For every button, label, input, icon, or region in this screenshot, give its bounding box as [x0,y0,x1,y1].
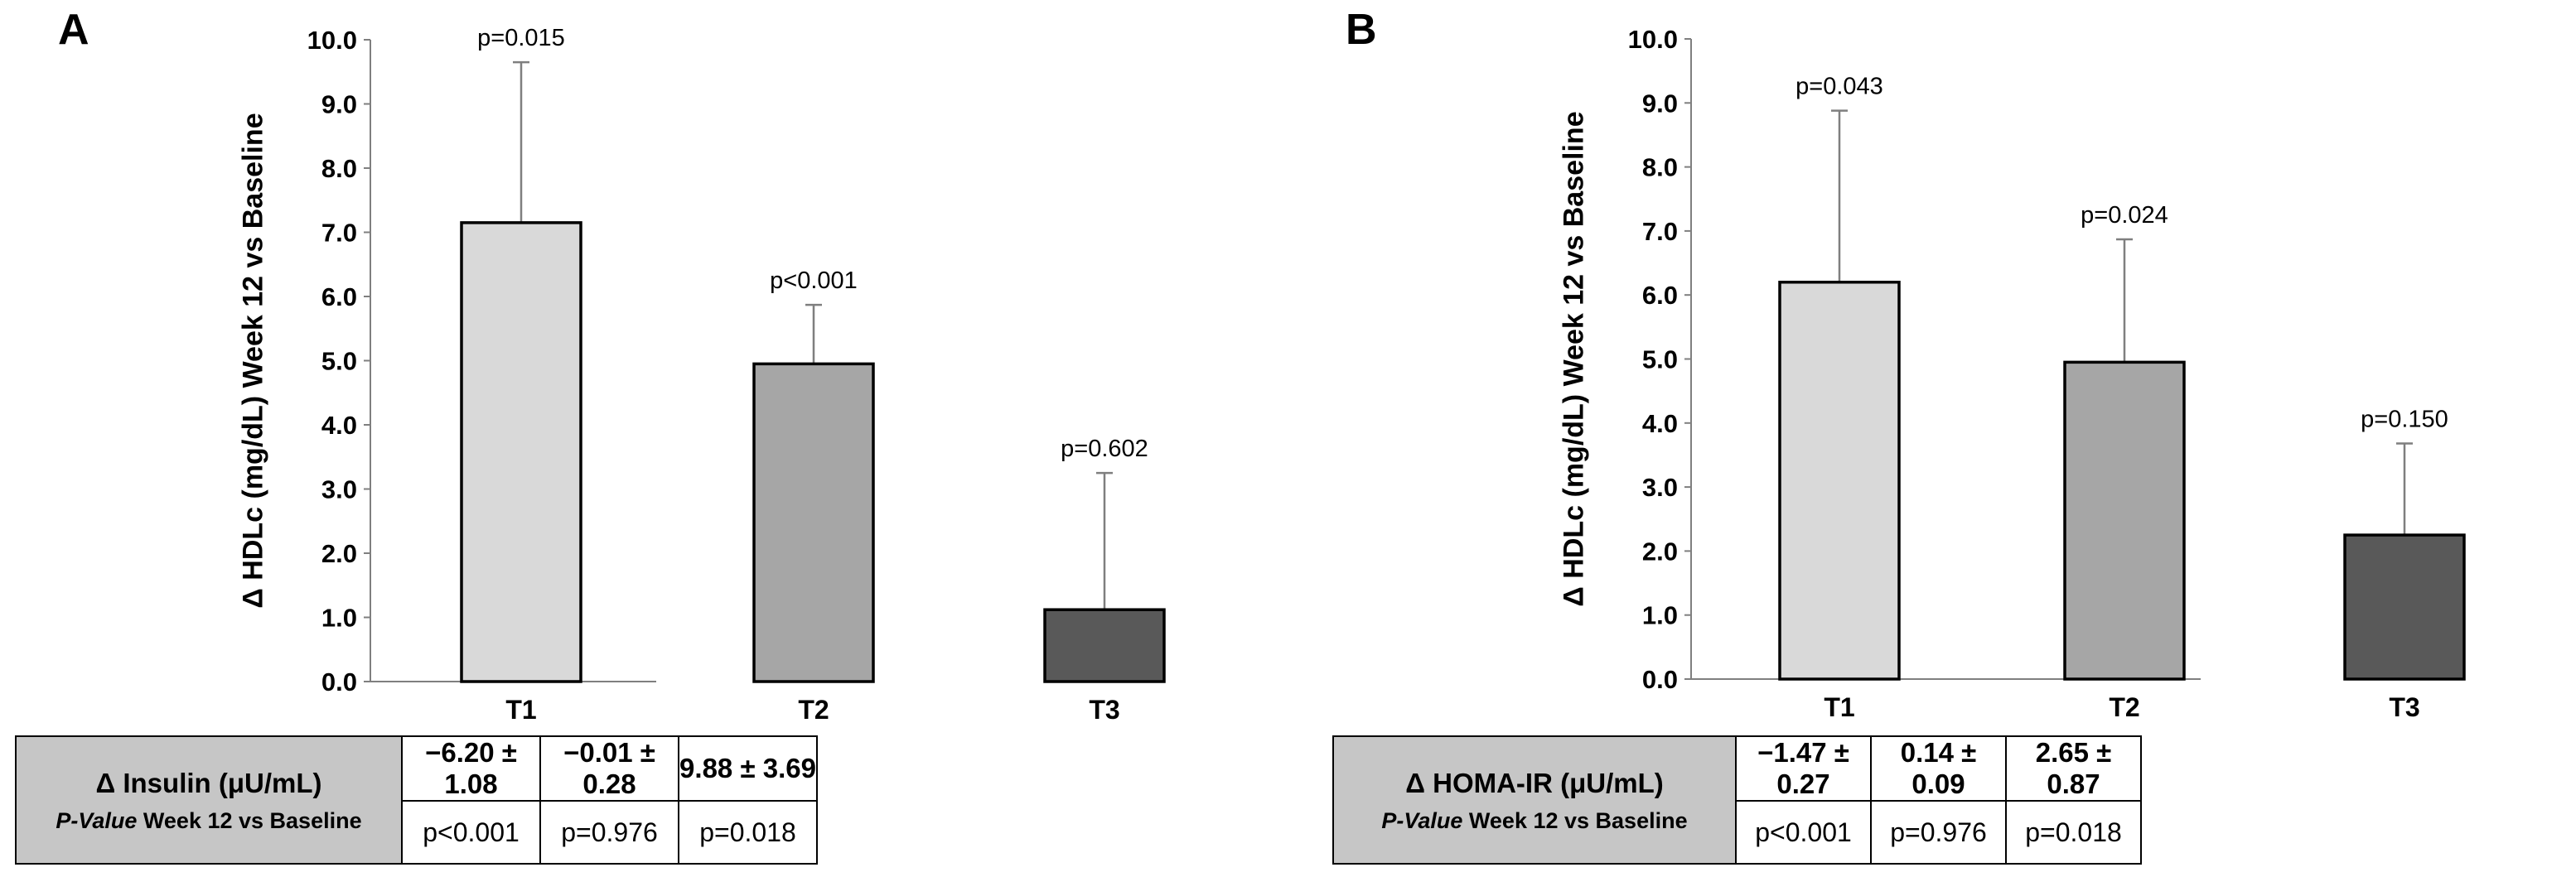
stats-table-b: Δ HOMA-IR (μU/mL) P-Value Week 12 vs Bas… [1332,735,2142,865]
table-value-t1: −1.47 ± 0.27 [1735,735,1872,802]
y-tick-label: 9.0 [1642,89,1678,118]
bar-t2 [2063,360,2186,681]
bar-t1 [460,221,582,683]
table-pvalue-t3: p=0.018 [678,800,818,865]
bar-t3 [2343,533,2466,681]
y-tick-label: 1.0 [321,604,357,633]
y-tick-label: 0.0 [1642,665,1678,694]
table-header-title: Δ Insulin (μU/mL) [95,768,322,798]
table-value-t3: 9.88 ± 3.69 [678,735,818,802]
y-tick-label: 6.0 [321,282,357,311]
bar-t3 [1043,608,1166,683]
x-tick-label: T1 [1824,692,1854,722]
table-row: Δ HOMA-IR (μU/mL) P-Value Week 12 vs Bas… [1332,735,2142,865]
y-tick-label: 10.0 [307,26,357,55]
x-tick-label: T3 [2389,692,2419,722]
table-header-cell: Δ HOMA-IR (μU/mL) P-Value Week 12 vs Bas… [1332,735,1737,865]
y-tick-label: 7.0 [1642,217,1678,246]
p-value-label: p=0.015 [477,25,565,51]
y-tick-label: 4.0 [321,411,357,440]
panel-a: A 0.0 1.0 2.0 3.0 4.0 5.0 6.0 7.0 8.0 9.0 10.0 p=0.… [15,6,1166,865]
table-row: p<0.001 p=0.976 p=0.018 [1333,800,2142,865]
table-pvalue-t2: p=0.976 [539,800,679,865]
y-tick-label: 5.0 [321,347,357,376]
x-tick-label: T2 [798,695,829,725]
table-pvalue-t1: p<0.001 [1735,800,1872,865]
p-value-label: p=0.043 [1795,74,1883,100]
x-tick-label: T2 [2109,692,2139,722]
y-tick-label: 5.0 [1642,345,1678,374]
panel-label: B [1346,6,1377,54]
y-tick-label: 1.0 [1642,601,1678,630]
y-tick-label: 6.0 [1642,281,1678,310]
stats-table-a: Δ Insulin (μU/mL) P-Value Week 12 vs Bas… [15,735,818,865]
table-header-subtitle: P-Value Week 12 vs Baseline [56,807,362,833]
table-header-cell: Δ Insulin (μU/mL) P-Value Week 12 vs Bas… [15,735,403,865]
y-tick-label: 4.0 [1642,409,1678,438]
y-tick-label: 8.0 [321,154,357,183]
p-value-label: p=0.150 [2361,407,2448,433]
panel-b: B 0.0 1.0 2.0 3.0 4.0 5.0 6.0 7.0 8.0 9.0 10.0 p=0.… [1288,0,2575,877]
table-value-t2: −0.01 ± 0.28 [539,735,679,802]
bar-t1 [1778,280,1901,681]
p-value-label: p=0.024 [2081,202,2168,229]
bar-t2 [752,362,875,683]
table-pvalue-t3: p=0.018 [2005,800,2142,865]
table-row: p<0.001 p=0.976 p=0.018 [16,800,818,865]
table-value-t3: 2.65 ± 0.87 [2005,735,2142,802]
y-tick-label: 2.0 [321,539,357,568]
y-tick-label: 10.0 [1628,25,1678,54]
table-value-t1: −6.20 ± 1.08 [401,735,541,802]
y-tick-label: 3.0 [1642,473,1678,502]
table-row: Δ Insulin (μU/mL) P-Value Week 12 vs Bas… [15,735,818,865]
y-tick-label: 9.0 [321,90,357,119]
bar-chart-b: 0.0 1.0 2.0 3.0 4.0 5.0 6.0 7.0 8.0 9.0 10.0 p=0.04… [1628,25,2466,722]
panel-label: A [58,6,89,54]
table-value-t2: 0.14 ± 0.09 [1870,735,2007,802]
table-header-title: Δ HOMA-IR (μU/mL) [1405,768,1664,798]
x-tick-label: T3 [1089,695,1119,725]
y-axis-label: Δ HDLc (mg/dL) Week 12 vs Baseline [1558,111,1590,607]
bar-chart-a: 0.0 1.0 2.0 3.0 4.0 5.0 6.0 7.0 8.0 9.0 10.0 p=0.01… [307,25,1166,725]
y-tick-label: 8.0 [1642,153,1678,182]
y-axis-label: Δ HDLc (mg/dL) Week 12 vs Baseline [237,113,269,609]
table-header-subtitle: P-Value Week 12 vs Baseline [1381,807,1688,833]
x-tick-label: T1 [505,695,536,725]
y-tick-label: 2.0 [1642,537,1678,566]
p-value-label: p<0.001 [770,267,858,294]
y-tick-label: 7.0 [321,219,357,248]
table-pvalue-t2: p=0.976 [1870,800,2007,865]
table-pvalue-t1: p<0.001 [401,800,541,865]
y-tick-label: 0.0 [321,667,357,696]
p-value-label: p=0.602 [1061,436,1148,462]
y-tick-label: 3.0 [321,475,357,504]
